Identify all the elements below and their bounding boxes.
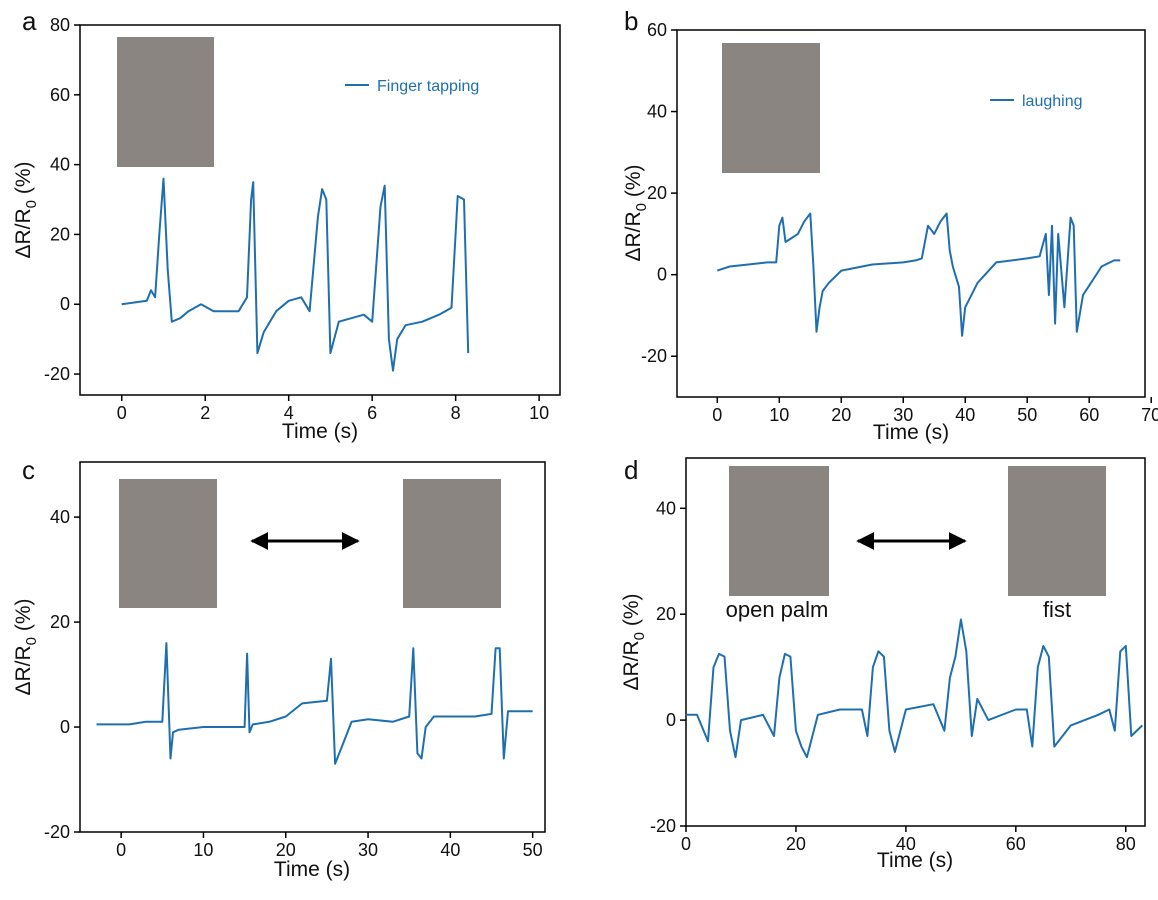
y-axis-label-part: (%) [622,164,645,203]
x-tick-label: 10 [193,840,213,860]
x-tick-label: 10 [769,405,789,425]
y-axis-label-part: ΔR/R [12,645,35,695]
panel-label: c [22,455,35,485]
x-tick-label: 20 [276,840,296,860]
x-tick-label: 0 [712,405,722,425]
y-axis-label-part: (%) [12,161,35,200]
y-tick-label: 20 [647,183,667,203]
y-tick-label: 40 [647,102,667,122]
y-axis-label: ΔR/R0 (%) [620,593,648,690]
y-tick-label: 60 [50,85,70,105]
y-tick-label: 60 [647,20,667,40]
y-axis-label-part: ΔR/R [622,211,645,261]
x-tick-label: 70 [1141,405,1158,425]
y-tick-label: -20 [650,816,676,836]
panel-label: d [624,455,638,485]
y-axis-label-part: (%) [12,598,35,637]
x-axis-label: Time (s) [873,421,949,444]
y-axis-label-part: (%) [620,593,643,632]
y-tick-label: -20 [44,822,70,842]
x-axis-label: Time (s) [274,858,350,881]
x-tick-label: 10 [529,403,549,423]
data-line [717,214,1120,336]
photo [403,479,501,608]
photo [729,466,829,596]
y-axis-label: ΔR/R0 (%) [12,598,40,695]
y-axis-label-part: 0 [631,632,648,640]
x-tick-label: 8 [451,403,461,423]
y-tick-label: 0 [60,294,70,314]
x-tick-label: 20 [831,405,851,425]
y-tick-label: 20 [656,604,676,624]
y-tick-label: 20 [50,224,70,244]
x-tick-label: 60 [1079,405,1099,425]
y-tick-label: -20 [44,364,70,384]
page: 0246810-20020406080aTime (s)ΔR/R0 (%)Fin… [0,0,1158,900]
x-tick-label: 60 [1006,834,1026,854]
data-line [122,179,469,371]
x-axis-label: Time (s) [877,849,953,872]
x-tick-label: 20 [786,834,806,854]
x-tick-label: 50 [1017,405,1037,425]
photo [119,479,217,608]
y-tick-label: 0 [60,717,70,737]
photo [1008,466,1106,596]
x-tick-label: 80 [1116,834,1136,854]
y-axis-label-part: 0 [23,637,40,645]
x-tick-label: 6 [367,403,377,423]
figure: 0246810-20020406080aTime (s)ΔR/R0 (%)Fin… [0,0,1158,900]
x-tick-label: 0 [117,403,127,423]
y-axis-label-part: ΔR/R [12,208,35,258]
panel-label: a [22,6,37,36]
y-tick-label: 80 [50,15,70,35]
y-tick-label: 0 [657,265,667,285]
photo [117,37,214,167]
y-tick-label: 40 [50,507,70,527]
y-axis-label-part: 0 [23,200,40,208]
y-axis-label: ΔR/R0 (%) [622,164,650,261]
y-axis-label-part: 0 [633,203,650,211]
y-axis-label: ΔR/R0 (%) [12,161,40,258]
y-tick-label: -20 [641,346,667,366]
x-tick-label: 40 [955,405,975,425]
data-line [686,620,1142,758]
x-tick-label: 40 [440,840,460,860]
y-tick-label: 20 [50,612,70,632]
x-tick-label: 30 [358,840,378,860]
y-tick-label: 40 [656,498,676,518]
photo [722,43,820,173]
legend-label: laughing [1022,93,1083,110]
data-line [97,643,533,764]
annotation: open palm [726,597,829,622]
panel-label: b [624,6,638,36]
x-tick-label: 0 [116,840,126,860]
x-axis-label: Time (s) [282,420,358,443]
x-tick-label: 2 [200,403,210,423]
x-tick-label: 50 [523,840,543,860]
x-tick-label: 0 [681,834,691,854]
legend-label: Finger tapping [377,78,479,95]
y-tick-label: 40 [50,155,70,175]
annotation: fist [1043,597,1071,622]
y-axis-label-part: ΔR/R [620,640,643,690]
y-tick-label: 0 [666,710,676,730]
